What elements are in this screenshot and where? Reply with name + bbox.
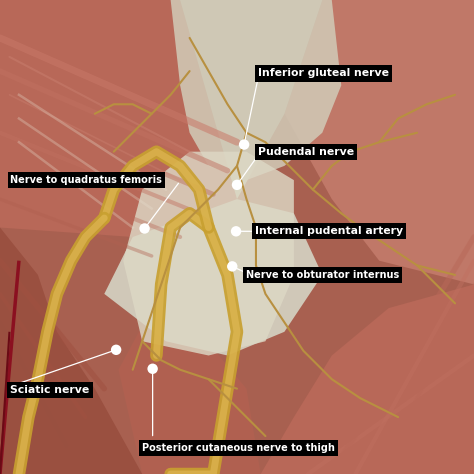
Polygon shape <box>0 0 284 237</box>
Polygon shape <box>0 228 142 474</box>
Text: Posterior cutaneous nerve to thigh: Posterior cutaneous nerve to thigh <box>142 443 335 453</box>
Polygon shape <box>104 199 322 356</box>
Circle shape <box>232 180 242 190</box>
Circle shape <box>147 364 158 374</box>
Polygon shape <box>261 284 474 474</box>
Polygon shape <box>123 152 294 356</box>
Text: Inferior gluteal nerve: Inferior gluteal nerve <box>258 68 389 79</box>
Circle shape <box>139 223 150 234</box>
Circle shape <box>231 226 241 237</box>
Text: Sciatic nerve: Sciatic nerve <box>10 384 90 395</box>
Polygon shape <box>118 308 261 474</box>
Circle shape <box>239 139 249 150</box>
Text: Nerve to quadratus femoris: Nerve to quadratus femoris <box>10 175 162 185</box>
Polygon shape <box>284 0 474 284</box>
Text: Nerve to obturator internus: Nerve to obturator internus <box>246 270 399 280</box>
Circle shape <box>111 345 121 355</box>
Polygon shape <box>180 0 322 199</box>
Text: Pudendal nerve: Pudendal nerve <box>258 146 355 157</box>
Text: Internal pudental artery: Internal pudental artery <box>255 226 402 237</box>
Circle shape <box>227 261 237 272</box>
Polygon shape <box>171 0 341 180</box>
